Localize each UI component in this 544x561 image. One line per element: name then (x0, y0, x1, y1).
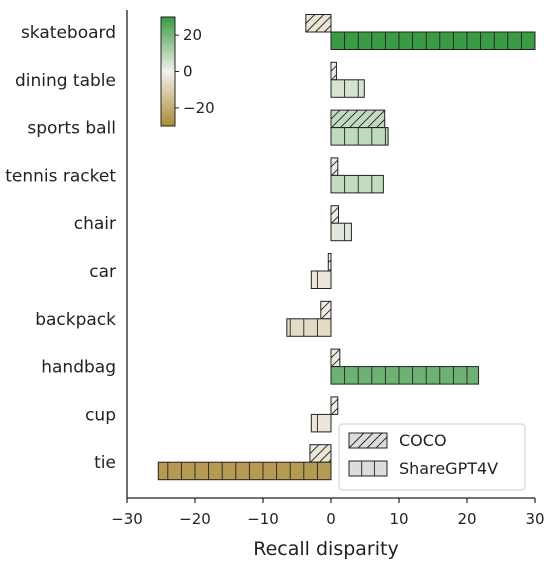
bar-sharegpt4v-tennis-racket (330, 174, 384, 194)
category-label: handbag (41, 358, 116, 378)
category-label: car (89, 262, 116, 282)
category-label: skateboard (21, 23, 116, 43)
colorbar-gradient (160, 16, 176, 127)
x-tick-label: −30 (111, 510, 143, 528)
x-tick-label: 20 (457, 510, 476, 528)
x-tick-label: 0 (326, 510, 336, 528)
colorbar: 20 0 −20 (160, 16, 215, 127)
x-axis-title: Recall disparity (253, 538, 398, 560)
bar-sharegpt4v-dining-table (330, 79, 365, 98)
axes-group: −30 −20 −10 0 10 20 30 skateboard dining table sp… (5, 10, 544, 560)
bar-coco-chair (330, 205, 339, 224)
legend-swatch-coco (348, 432, 388, 449)
bar-coco-car (327, 253, 332, 272)
category-label: cup (85, 405, 116, 425)
bar-sharegpt4v-sports-ball (330, 127, 389, 146)
bar-coco-tennis-racket (330, 157, 339, 176)
legend-label: COCO (399, 431, 447, 450)
colorbar-tick-label: −20 (183, 99, 215, 117)
category-label: chair (74, 214, 116, 234)
legend: COCO ShareGPT4V (338, 423, 526, 491)
colorbar-tick-label: 0 (183, 63, 193, 81)
bar-sharegpt4v-tie (157, 461, 332, 481)
x-tick-label: −20 (179, 510, 211, 528)
legend-label: ShareGPT4V (399, 459, 498, 478)
bar-coco-cup (330, 396, 339, 415)
bar-coco-tie (309, 444, 332, 463)
bar-sharegpt4v-skateboard (330, 31, 536, 50)
legend-swatch-sharegpt4v (348, 460, 388, 477)
bar-sharegpt4v-car (310, 270, 332, 289)
category-label: tie (94, 453, 116, 473)
bars-group (157, 14, 536, 481)
x-tick-label: 30 (525, 510, 544, 528)
colorbar-tick-label: 20 (183, 26, 202, 44)
bar-sharegpt4v-backpack (286, 318, 332, 337)
category-label: backpack (35, 310, 116, 330)
bar-coco-handbag (330, 348, 341, 368)
bar-coco-dining-table (330, 61, 337, 81)
bar-sharegpt4v-handbag (330, 366, 480, 385)
bar-coco-backpack (320, 300, 332, 320)
bar-sharegpt4v-chair (330, 222, 352, 242)
category-label: dining table (15, 71, 116, 91)
bar-coco-skateboard (305, 14, 332, 33)
x-tick-label: 10 (389, 510, 408, 528)
bar-sharegpt4v-cup (310, 413, 332, 433)
category-label: tennis racket (5, 166, 116, 186)
bar-coco-sports-ball (330, 109, 386, 129)
x-tick-label: −10 (247, 510, 279, 528)
category-label: sports ball (27, 119, 116, 139)
